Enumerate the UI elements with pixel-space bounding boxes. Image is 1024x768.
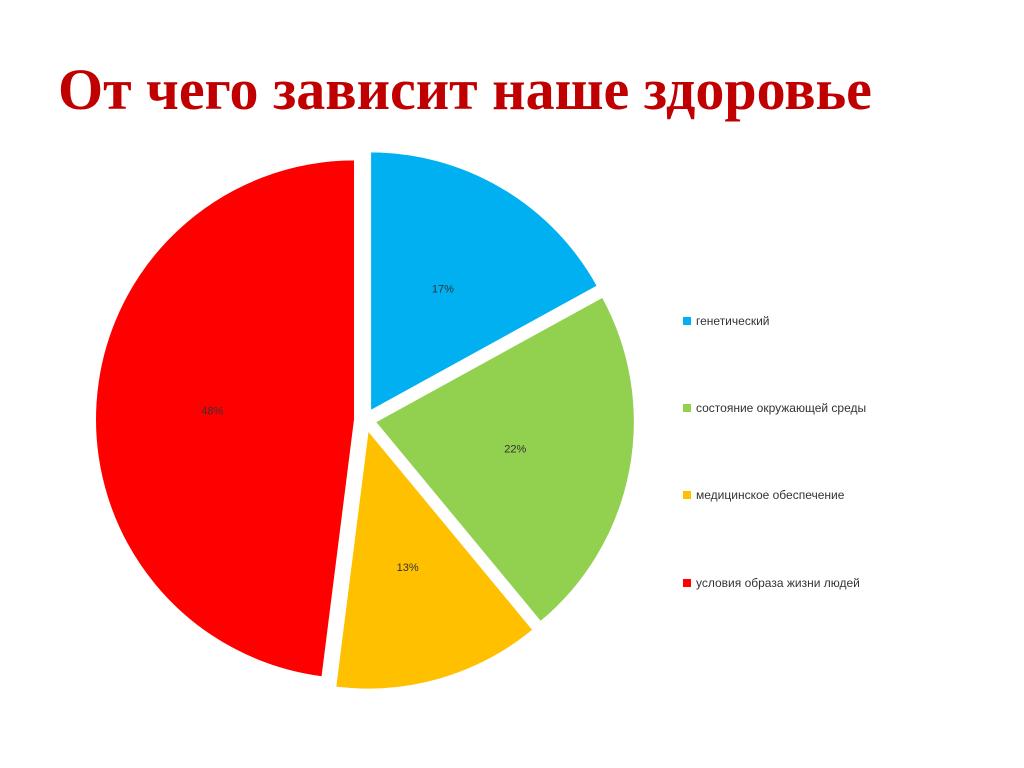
legend-item-genetic: генетический <box>683 314 769 328</box>
slice-label-environment: 22% <box>504 444 526 456</box>
pie-slice-lifestyle <box>94 158 357 679</box>
slice-label-medical: 13% <box>397 562 419 574</box>
legend-item-lifestyle: условия образа жизни людей <box>683 576 860 590</box>
pie-slice-medical <box>334 427 535 691</box>
legend-item-environment: состояние окружающей среды <box>683 401 866 415</box>
slice-label-lifestyle: 48% <box>201 405 223 417</box>
slide-title: От чего зависит наше здоровье <box>58 57 872 122</box>
pie-slice-environment <box>373 295 636 624</box>
legend-swatch <box>683 404 691 412</box>
legend-label: медицинское обеспечение <box>696 488 845 502</box>
slice-label-genetic: 17% <box>432 283 454 295</box>
legend-swatch <box>683 579 691 587</box>
legend-label: состояние окружающей среды <box>696 401 867 415</box>
legend-item-medical: медицинское обеспечение <box>683 488 844 502</box>
legend-label: генетический <box>696 314 770 328</box>
legend-label: условия образа жизни людей <box>696 576 860 590</box>
legend-swatch <box>683 317 691 325</box>
pie-slice-genetic <box>369 150 600 414</box>
legend-swatch <box>683 491 691 499</box>
